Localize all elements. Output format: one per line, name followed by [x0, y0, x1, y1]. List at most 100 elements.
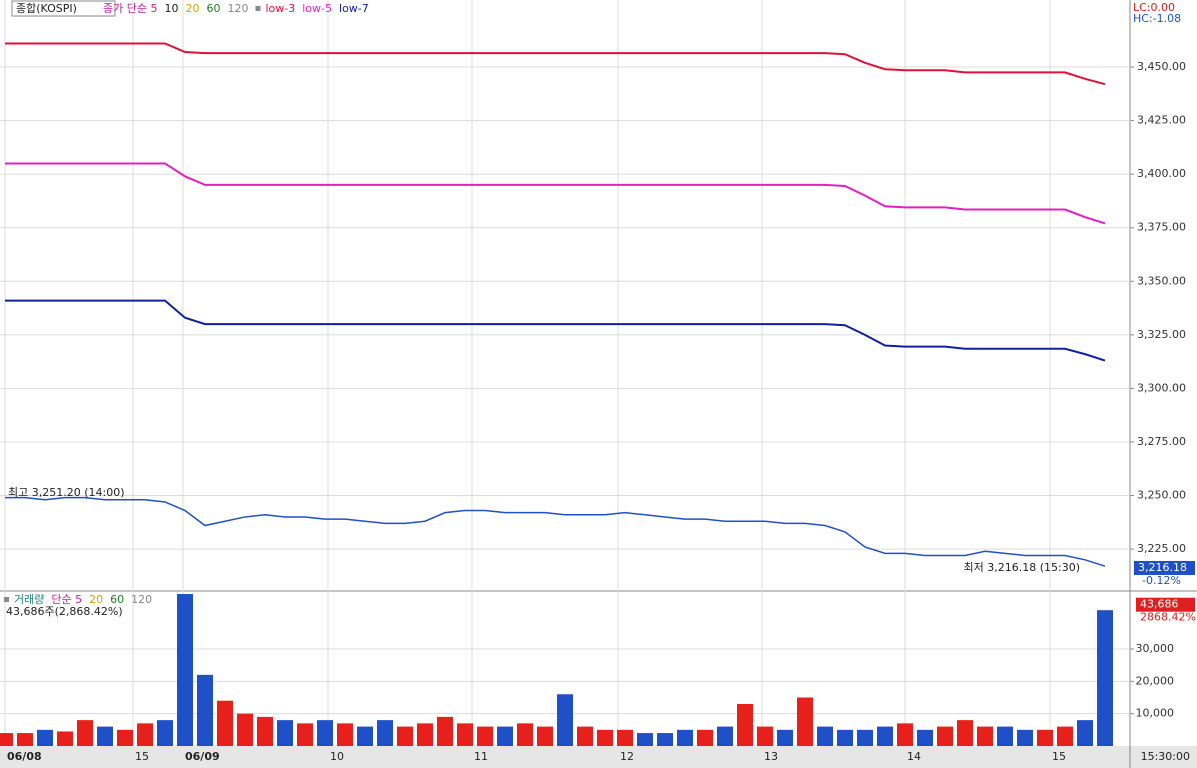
volume-bar — [1057, 726, 1073, 746]
x-tick-label: 14 — [907, 750, 921, 763]
volume-bar — [1017, 729, 1033, 746]
x-tick-label: 10 — [330, 750, 344, 763]
volume-bar — [57, 731, 73, 746]
legend-label: 종합(KOSPI) — [16, 2, 77, 15]
legend-item: low-3 — [265, 2, 295, 15]
legend-item: 20 — [185, 2, 199, 15]
series-line — [5, 299, 1106, 362]
volume-bar — [977, 726, 993, 746]
volume-bar — [97, 726, 113, 746]
volume-bar — [77, 720, 93, 746]
legend-square — [255, 6, 261, 11]
annotation: 최저 3,216.18 (15:30) — [963, 561, 1080, 574]
x-tick-label: 06/09 — [185, 750, 220, 763]
volume-bar — [157, 720, 173, 746]
volume-bar — [617, 729, 633, 746]
y-tick-label: 10,000 — [1136, 707, 1175, 720]
legend-item: 120 — [227, 2, 248, 15]
y-tick-label: 3,225.00 — [1137, 542, 1186, 555]
volume-bar — [337, 723, 353, 746]
volume-bar — [317, 720, 333, 746]
legend-box — [11, 0, 116, 17]
header-label: HC:-1.08 — [1133, 12, 1181, 25]
series-line — [5, 42, 1106, 86]
x-axis-bar — [0, 746, 1197, 768]
volume-bar — [697, 729, 713, 746]
x-tick-label: 15 — [1052, 750, 1066, 763]
volume-bar — [437, 716, 453, 746]
legend-item: low-7 — [339, 2, 369, 15]
volume-bar — [637, 733, 653, 746]
change-label: 2868.42% — [1140, 611, 1196, 624]
volume-bar — [997, 726, 1013, 746]
last-volume-label: 43,686 — [1140, 598, 1179, 611]
y-tick-label: 30,000 — [1136, 642, 1175, 655]
volume-bar — [557, 694, 573, 746]
volume-bar — [817, 726, 833, 746]
volume-bar — [777, 729, 793, 746]
volume-bar — [1097, 610, 1113, 746]
y-tick-label: 3,450.00 — [1137, 60, 1186, 73]
legend-item: 10 — [164, 2, 178, 15]
y-tick-label: 3,250.00 — [1137, 489, 1186, 502]
legend-item: 20 — [89, 593, 103, 606]
volume-bar — [917, 729, 933, 746]
volume-bar — [677, 729, 693, 746]
x-tick-label: 06/08 — [7, 750, 42, 763]
volume-bar — [357, 726, 373, 746]
volume-bar — [897, 723, 913, 746]
y-tick-label: 20,000 — [1136, 674, 1175, 687]
y-tick-label: 3,300.00 — [1137, 381, 1186, 394]
header-label: LC:0.00 — [1133, 1, 1175, 14]
legend-item: 단순 5 — [51, 593, 82, 606]
volume-bar — [517, 723, 533, 746]
volume-bar — [197, 674, 213, 746]
legend-item: 60 — [110, 593, 124, 606]
volume-bar — [757, 726, 773, 746]
volume-bar — [17, 733, 33, 746]
y-tick-label: 3,425.00 — [1137, 114, 1186, 127]
volume-bar — [497, 726, 513, 746]
volume-bar — [657, 733, 673, 746]
last-volume-box — [1136, 597, 1195, 612]
volume-bar — [717, 726, 733, 746]
last-price-label: 3,216.18 — [1138, 561, 1187, 574]
legend-item: 종가 단순 5 — [103, 2, 157, 15]
y-tick-label: 3,275.00 — [1137, 435, 1186, 448]
legend-square — [4, 597, 9, 602]
volume-bar — [417, 723, 433, 746]
y-tick-label: 3,375.00 — [1137, 221, 1186, 234]
y-tick-label: 3,400.00 — [1137, 167, 1186, 180]
volume-bar — [377, 720, 393, 746]
volume-bar — [257, 716, 273, 746]
series-line — [5, 496, 1106, 567]
volume-bar — [537, 726, 553, 746]
volume-bar — [857, 729, 873, 746]
volume-bar — [577, 726, 593, 746]
volume-bar — [137, 723, 153, 746]
volume-bar — [237, 713, 253, 746]
legend-item: 거래량 — [14, 593, 44, 606]
volume-bar — [477, 726, 493, 746]
volume-bar — [877, 726, 893, 746]
x-tick-label: 12 — [620, 750, 634, 763]
volume-summary: 43,686주(2,868.42%) — [6, 605, 123, 618]
volume-bar — [177, 594, 193, 746]
legend-item: 60 — [206, 2, 220, 15]
volume-bar — [1037, 729, 1053, 746]
volume-bar — [1077, 720, 1093, 746]
volume-bar — [797, 697, 813, 746]
annotation: 최고 3,251.20 (14:00) — [8, 486, 125, 499]
last-price-box — [1134, 560, 1195, 575]
y-tick-label: 3,350.00 — [1137, 274, 1186, 287]
series-line — [5, 162, 1106, 225]
volume-bar — [277, 720, 293, 746]
x-tick-label: 13 — [764, 750, 778, 763]
volume-bar — [957, 720, 973, 746]
legend-item: low-5 — [302, 2, 332, 15]
volume-bar — [297, 723, 313, 746]
x-tick-label: 11 — [474, 750, 488, 763]
volume-bar — [937, 726, 953, 746]
